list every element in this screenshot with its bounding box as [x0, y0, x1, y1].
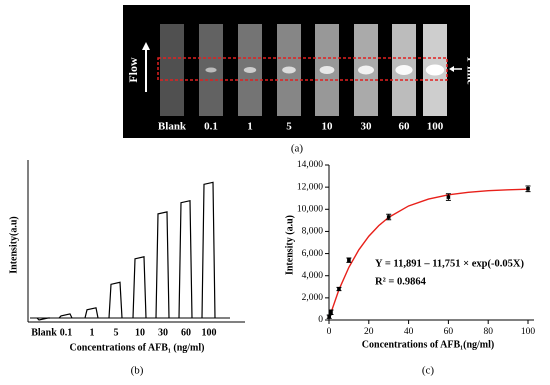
caption: (a)	[291, 143, 304, 155]
x-tick-label: 0.1	[60, 327, 73, 338]
x-tick-label: 0	[327, 327, 332, 337]
x-tick-label: 40	[404, 327, 414, 337]
test-spot	[282, 66, 296, 74]
x-tick-label: 1	[90, 327, 95, 338]
x-axis-label: Concentrations of AFB₁(ng/ml)	[362, 339, 494, 350]
x-tick-label: 20	[364, 327, 374, 337]
annotation: R² = 0.9864	[375, 276, 427, 287]
peak	[36, 317, 50, 321]
y-tick-label: 10,000	[297, 204, 323, 214]
y-tick-label: 4,000	[302, 271, 324, 281]
x-tick-label: 60	[181, 327, 191, 338]
data-point	[327, 314, 331, 319]
strip	[160, 24, 184, 116]
lane-label: 1	[247, 121, 253, 133]
x-tick-label: 80	[483, 327, 493, 337]
caption: (b)	[131, 365, 144, 377]
data-point	[446, 195, 451, 199]
tline-label: T-line	[464, 55, 478, 85]
x-tick-label: 100	[521, 327, 536, 337]
caption: (c)	[422, 365, 435, 377]
data-point	[386, 215, 391, 219]
test-spot	[425, 64, 445, 76]
x-tick-label: 5	[114, 327, 119, 338]
y-axis-label: Intensity (a.u)	[284, 215, 295, 275]
fit-curve	[328, 188, 529, 319]
lane-label: 60	[399, 121, 411, 133]
lane-label: 5	[286, 121, 292, 133]
data-point	[337, 287, 341, 291]
annotation: Y = 11,891 – 11,751 × exp(-0.05X)	[375, 258, 524, 269]
test-spot	[205, 67, 217, 73]
strips: Blank 0.1 1 5 10 30 60 100	[158, 24, 447, 133]
data-point	[347, 258, 351, 263]
x-tick-label: 10	[135, 327, 145, 338]
flow-arrowhead	[142, 42, 150, 50]
y-tick-label: 2,000	[302, 293, 324, 303]
peak	[201, 181, 216, 319]
test-spot	[319, 66, 335, 74]
lane-label: 0.1	[204, 121, 218, 133]
test-spot	[358, 65, 374, 75]
lane-label: 10	[322, 121, 334, 133]
test-spot	[243, 67, 257, 73]
y-axis-label: Intensity(a.u)	[8, 216, 19, 274]
x-tick-label: 60	[444, 327, 454, 337]
y-tick-label: 6,000	[302, 249, 324, 259]
tline-arrowhead	[449, 66, 454, 72]
lane-label: 30	[361, 121, 373, 133]
x-tick-label: 100	[202, 327, 217, 338]
y-tick-label: 8,000	[302, 227, 324, 237]
x-axis-label: Concentrations of AFB₁ (ng/ml)	[70, 342, 205, 353]
x-tick-label: 30	[158, 327, 168, 338]
peak	[108, 281, 123, 319]
peak	[132, 256, 147, 319]
t-line-box	[157, 57, 448, 81]
x-tick-label: Blank	[31, 327, 57, 338]
peak	[84, 307, 99, 319]
peak	[178, 199, 193, 319]
flow-label: Flow	[126, 57, 140, 83]
data-point	[526, 187, 530, 191]
peak	[58, 313, 73, 319]
lane-label: Blank	[158, 121, 187, 133]
y-tick-label: 0	[318, 315, 323, 325]
y-tick-label: 14,000	[297, 160, 323, 170]
lane-label: 100	[427, 121, 444, 133]
test-spot	[395, 65, 413, 75]
peak	[155, 211, 170, 319]
data-point	[329, 310, 333, 315]
y-tick-label: 12,000	[297, 182, 323, 192]
